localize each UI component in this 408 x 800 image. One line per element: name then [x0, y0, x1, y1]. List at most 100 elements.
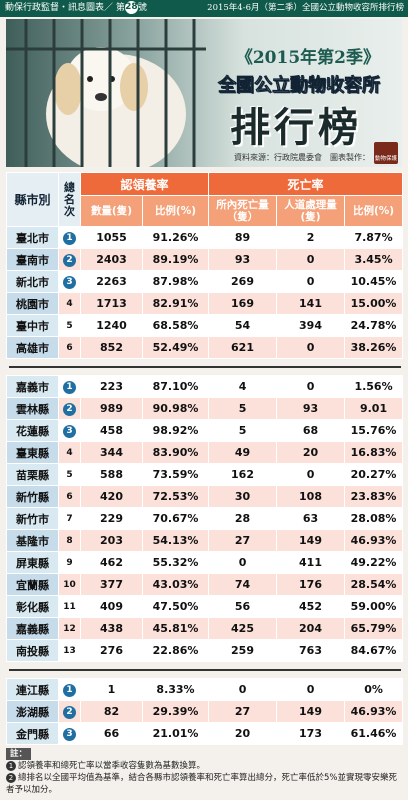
- adoption-ratio: 82.91%: [141, 292, 210, 315]
- adoption-count: 458: [80, 419, 143, 442]
- death-ratio: 20.27%: [344, 463, 404, 486]
- shelter-death: 425: [208, 617, 278, 640]
- adoption-ratio: 47.50%: [141, 595, 210, 618]
- euthanasia: 394: [276, 314, 346, 337]
- adoption-count: 203: [80, 529, 143, 552]
- adoption-count: 2263: [80, 270, 143, 293]
- rank: 8: [66, 536, 73, 546]
- euthanasia: 68: [276, 419, 346, 442]
- rank-cell: 3: [58, 270, 81, 293]
- rank-cell: 8: [58, 529, 81, 552]
- data-row: 高雄市 6 852 52.49% 621 0 38.26%: [6, 336, 404, 359]
- data-row: 雲林縣 2 989 90.98% 5 93 9.01: [6, 397, 404, 420]
- adoption-count: 852: [80, 336, 143, 359]
- euthanasia: 149: [276, 529, 346, 552]
- rank-cell: 9: [58, 551, 81, 574]
- city: 新北市: [6, 270, 59, 293]
- shelter-death: 27: [208, 529, 278, 552]
- death-ratio: 28.08%: [344, 507, 404, 530]
- note-number: 2: [6, 773, 16, 783]
- euthanasia: 0: [276, 336, 346, 359]
- banner-year: 《2015年第2季》: [235, 48, 380, 68]
- shelter-death: 28: [208, 507, 278, 530]
- shelter-death: 269: [208, 270, 278, 293]
- death-ratio: 59.00%: [344, 595, 404, 618]
- adoption-ratio: 87.98%: [141, 270, 210, 293]
- adoption-ratio: 45.81%: [141, 617, 210, 640]
- adoption-ratio: 91.26%: [141, 226, 210, 249]
- top-bar: 動保行政監督・訊息圖表／ 第28號 2015年4-6月（第二季）全國公立動物收容…: [0, 0, 408, 17]
- shelter-death: 621: [208, 336, 278, 359]
- issue: 28: [124, 1, 138, 14]
- city: 屏東縣: [6, 551, 59, 574]
- death-ratio: 46.93%: [344, 529, 404, 552]
- city: 苗栗縣: [6, 463, 59, 486]
- adoption-count: 462: [80, 551, 143, 574]
- adoption-ratio: 68.58%: [141, 314, 210, 337]
- column-header: 所內死亡量（隻）: [208, 195, 278, 227]
- adoption-count: 989: [80, 397, 143, 420]
- rank: 2: [63, 254, 76, 267]
- adoption-count: 438: [80, 617, 143, 640]
- header-row: 數量(隻) 比例(%) 所內死亡量（隻） 人道處理量(隻) 比例(%): [7, 195, 404, 227]
- rank-cell: 11: [58, 595, 81, 618]
- group-gap: [6, 358, 403, 376]
- data-row: 澎湖縣 2 82 29.39% 27 149 46.93%: [6, 700, 404, 723]
- table-body: 縣市別 總名次 認領養率 死亡率 數量(隻) 比例(%) 所內死亡量（隻） 人道…: [6, 172, 404, 745]
- euthanasia: 0: [276, 270, 346, 293]
- shelter-death: 89: [208, 226, 278, 249]
- euthanasia: 63: [276, 507, 346, 530]
- city: 金門縣: [6, 722, 59, 745]
- rank-cell: 5: [58, 463, 81, 486]
- rank: 7: [66, 514, 73, 524]
- note: 1 認領養率和總死亡率以當季收容隻數為基數換算。: [6, 760, 402, 772]
- city: 新竹縣: [6, 485, 59, 508]
- adoption-ratio: 8.33%: [141, 678, 210, 701]
- city: 花蓮縣: [6, 419, 59, 442]
- death-ratio: 46.93%: [344, 700, 404, 723]
- banner-subtitle: 全國公立動物收容所: [218, 75, 381, 97]
- death-ratio: 61.46%: [344, 722, 404, 745]
- issue-suffix: 號: [137, 3, 147, 13]
- adoption-count: 2403: [80, 248, 143, 271]
- data-row: 臺東縣 4 344 83.90% 49 20 16.83%: [6, 441, 404, 464]
- shelter-death: 169: [208, 292, 278, 315]
- rank: 6: [66, 343, 73, 353]
- rank: 2: [63, 706, 76, 719]
- death-ratio: 3.45%: [344, 248, 404, 271]
- rank-cell: 12: [58, 617, 81, 640]
- shelter-death: 27: [208, 700, 278, 723]
- adoption-ratio: 52.49%: [141, 336, 210, 359]
- death-ratio: 10.45%: [344, 270, 404, 293]
- city: 嘉義市: [6, 375, 59, 398]
- rank: 4: [66, 299, 73, 309]
- column-header: 數量(隻): [80, 195, 143, 227]
- rank: 13: [63, 646, 76, 656]
- shelter-death: 74: [208, 573, 278, 596]
- rank-cell: 1: [58, 375, 81, 398]
- euthanasia: 411: [276, 551, 346, 574]
- rank: 3: [63, 425, 76, 438]
- shelter-death: 0: [208, 551, 278, 574]
- rank-cell: 13: [58, 639, 81, 662]
- city: 臺東縣: [6, 441, 59, 464]
- city: 臺北市: [6, 226, 59, 249]
- euthanasia: 763: [276, 639, 346, 662]
- euthanasia: 0: [276, 375, 346, 398]
- rank-cell: 1: [58, 678, 81, 701]
- shelter-death: 93: [208, 248, 278, 271]
- dog-nose: [95, 93, 107, 101]
- city: 彰化縣: [6, 595, 59, 618]
- death-ratio: 24.78%: [344, 314, 404, 337]
- column-header: 認領養率: [79, 172, 210, 196]
- data-row: 嘉義縣 12 438 45.81% 425 204 65.79%: [6, 617, 404, 640]
- separator: [6, 661, 403, 679]
- column-header: 總名次: [58, 172, 81, 227]
- adoption-ratio: 55.32%: [141, 551, 210, 574]
- data-row: 花蓮縣 3 458 98.92% 5 68 15.76%: [6, 419, 404, 442]
- data-row: 臺南市 2 2403 89.19% 93 0 3.45%: [6, 248, 404, 271]
- euthanasia: 204: [276, 617, 346, 640]
- series: 動保行政監督・訊息圖表／ 第28號: [5, 0, 147, 17]
- adoption-count: 276: [80, 639, 143, 662]
